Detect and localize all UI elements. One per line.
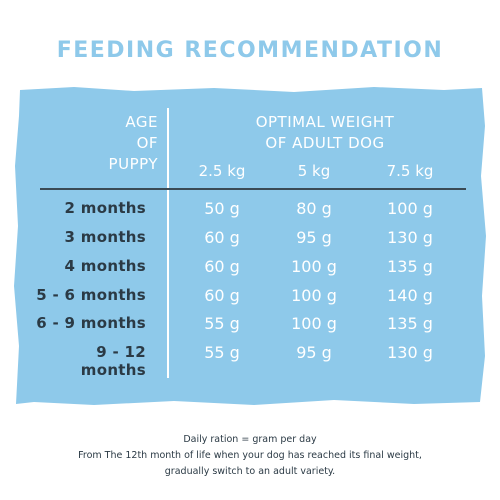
age-cell: 2 months: [64, 199, 146, 217]
ration-cell: 60 g: [204, 286, 240, 305]
ration-cell: 100 g: [291, 257, 337, 276]
ration-cell: 55 g: [204, 343, 240, 362]
age-cell: 4 months: [64, 257, 146, 275]
ration-cell: 100 g: [291, 286, 337, 305]
age-cell: 6 - 9 months: [36, 314, 146, 332]
age-cell: 3 months: [64, 228, 146, 246]
age-header-line-1: AGE: [125, 113, 158, 131]
weight-column-7-5kg: 7.5 kg: [386, 162, 434, 180]
age-header: AGE OF PUPPY: [74, 112, 158, 175]
age-header-line-3: PUPPY: [108, 155, 158, 173]
ration-cell: 55 g: [204, 314, 240, 333]
column-divider: [167, 108, 169, 378]
ration-cell: 100 g: [387, 199, 433, 218]
table-row: 5 - 6 months 60 g 100 g 140 g: [14, 286, 486, 315]
ration-cell: 130 g: [387, 228, 433, 247]
ration-cell: 130 g: [387, 343, 433, 362]
page-title: FEEDING RECOMMENDATION: [56, 38, 444, 63]
ration-cell: 100 g: [291, 314, 337, 333]
footer-note: Daily ration = gram per day From The 12t…: [0, 432, 500, 480]
ration-cell: 140 g: [387, 286, 433, 305]
footer-line-3: gradually switch to an adult variety.: [164, 466, 336, 477]
ration-cell: 95 g: [296, 343, 332, 362]
table-row: 2 months 50 g 80 g 100 g: [14, 199, 486, 228]
ration-cell: 50 g: [204, 199, 240, 218]
table-row: 6 - 9 months 55 g 100 g 135 g: [14, 314, 486, 343]
table-row: 9 - 12 months 55 g 95 g 130 g: [14, 343, 486, 379]
weight-column-2-5kg: 2.5 kg: [198, 162, 246, 180]
feeding-table-panel: AGE OF PUPPY OPTIMAL WEIGHT OF ADULT DOG…: [14, 86, 486, 406]
weight-column-5kg: 5 kg: [297, 162, 331, 180]
ration-cell: 135 g: [387, 314, 433, 333]
ration-cell: 60 g: [204, 257, 240, 276]
table-row: 4 months 60 g 100 g 135 g: [14, 257, 486, 286]
weight-header: OPTIMAL WEIGHT OF ADULT DOG: [180, 112, 470, 154]
ration-cell: 135 g: [387, 257, 433, 276]
table-row: 3 months 60 g 95 g 130 g: [14, 228, 486, 257]
ration-cell: 60 g: [204, 228, 240, 247]
age-cell: 5 - 6 months: [36, 286, 146, 304]
ration-cell: 95 g: [296, 228, 332, 247]
weight-header-line-1: OPTIMAL WEIGHT: [255, 113, 395, 131]
footer-line-1: Daily ration = gram per day: [183, 434, 317, 445]
footer-line-2: From The 12th month of life when your do…: [78, 450, 422, 461]
age-cell: 9 - 12 months: [80, 343, 146, 379]
age-header-line-2: OF: [136, 134, 158, 152]
weight-header-line-2: OF ADULT DOG: [265, 134, 385, 152]
header-divider: [40, 188, 466, 190]
ration-cell: 80 g: [296, 199, 332, 218]
panel-background: [14, 87, 486, 405]
